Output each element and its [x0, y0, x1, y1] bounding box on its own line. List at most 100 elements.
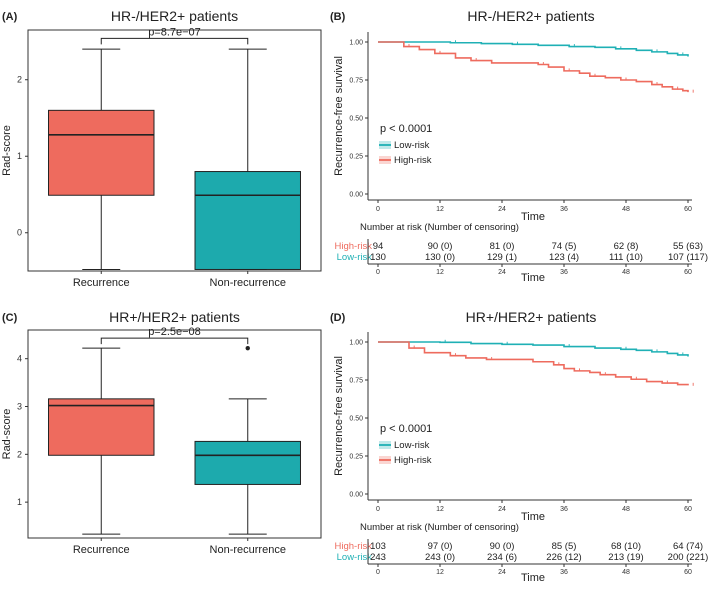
- risk-cell: 64 (74): [673, 541, 703, 552]
- plot-frame: [27, 29, 322, 272]
- risk-cell: 55 (63): [673, 241, 703, 252]
- risk-cell: 129 (1): [487, 252, 517, 263]
- risk-cell: 200 (221): [668, 552, 709, 563]
- p-value-label: p=8.7e−07: [148, 26, 201, 38]
- risk-x-axis-title: Time: [521, 272, 545, 284]
- y-axis-title: Rad-score: [1, 409, 13, 460]
- risk-table-title: Number at risk (Number of censoring): [360, 522, 519, 533]
- y-tick-label: 0.25: [349, 454, 363, 461]
- box-iqr: [48, 109, 155, 196]
- panel-letter: (B): [330, 11, 346, 23]
- x-tick-label: 36: [560, 206, 568, 213]
- legend-label-low-risk: Low-risk: [394, 440, 430, 451]
- risk-cell: 123 (4): [549, 252, 579, 263]
- box-non-recurrence: [194, 48, 301, 270]
- y-tick-label: 0.25: [349, 154, 363, 161]
- chart-title: HR+/HER2+ patients: [109, 309, 240, 325]
- risk-cell: 243 (0): [425, 552, 455, 563]
- risk-cell: 94: [373, 241, 384, 252]
- x-axis-title: Time: [521, 511, 545, 523]
- risk-cell: 97 (0): [428, 541, 453, 552]
- x-tick-label: Recurrence: [73, 277, 130, 289]
- box-iqr: [48, 398, 155, 456]
- legend-label-high-risk: High-risk: [394, 155, 432, 166]
- y-tick-label: 1: [17, 151, 22, 161]
- risk-row-label-high-risk: High-risk: [335, 241, 373, 252]
- y-tick-label: 3: [17, 402, 22, 412]
- y-tick-label: 1.00: [349, 340, 363, 347]
- risk-cell: 130 (0): [425, 252, 455, 263]
- plot-frame: [27, 329, 322, 539]
- p-value-label: p < 0.0001: [380, 423, 432, 435]
- risk-cell: 68 (10): [611, 541, 641, 552]
- outlier-point: [245, 345, 250, 351]
- risk-cell: 85 (5): [552, 541, 577, 552]
- y-tick-label: 2: [17, 449, 22, 459]
- box-iqr: [194, 171, 301, 270]
- risk-x-tick-label: 60: [684, 269, 692, 276]
- x-tick-label: 0: [376, 506, 380, 513]
- risk-x-tick-label: 36: [560, 569, 568, 576]
- chart-title: HR-/HER2+ patients: [467, 8, 594, 24]
- box-panel-A: (A) HR-/HER2+ patients 0 1 2 Rad-score Recurre…: [1, 8, 322, 289]
- legend-label-high-risk: High-risk: [394, 455, 432, 466]
- y-tick-label: 4: [17, 354, 22, 364]
- risk-x-tick-label: 0: [376, 569, 380, 576]
- box-recurrence: [48, 48, 155, 270]
- km-curve-low-risk: [378, 41, 689, 57]
- x-tick-label: 36: [560, 506, 568, 513]
- km-panel-D: (D) HR+/HER2+ patients 0.00 0.25 0.50 0.75 1.0…: [330, 309, 708, 584]
- risk-x-tick-label: 60: [684, 569, 692, 576]
- x-tick-label: 60: [684, 206, 692, 213]
- risk-x-tick-label: 36: [560, 269, 568, 276]
- legend-label-low-risk: Low-risk: [394, 140, 430, 151]
- y-tick-label: 0.50: [349, 116, 363, 123]
- km-curve-low-risk: [378, 341, 689, 357]
- risk-x-tick-label: 0: [376, 269, 380, 276]
- significance-bracket: [100, 337, 249, 345]
- risk-x-tick-label: 24: [498, 269, 506, 276]
- chart-title: HR+/HER2+ patients: [466, 309, 597, 325]
- risk-cell: 226 (12): [546, 552, 581, 563]
- km-curve-high-risk: [378, 41, 689, 93]
- risk-row-label-high-risk: High-risk: [335, 541, 373, 552]
- y-tick-label: 0.75: [349, 378, 363, 385]
- panel-letter: (C): [2, 312, 18, 324]
- box-recurrence: [48, 347, 155, 535]
- p-value-label: p < 0.0001: [380, 123, 432, 135]
- risk-cell: 103: [370, 541, 386, 552]
- y-tick-label: 1.00: [349, 40, 363, 47]
- y-axis-title: Recurrence-free survival: [333, 356, 345, 476]
- risk-x-tick-label: 12: [436, 569, 444, 576]
- x-tick-label: 12: [436, 206, 444, 213]
- km-panel-B: (B) HR-/HER2+ patients 0.00 0.25 0.50 0.75 1.0…: [330, 8, 708, 284]
- x-tick-label: 24: [498, 506, 506, 513]
- risk-cell: 90 (0): [490, 541, 515, 552]
- risk-cell: 130: [370, 252, 386, 263]
- risk-cell: 243: [370, 552, 386, 563]
- risk-x-tick-label: 24: [498, 569, 506, 576]
- risk-cell: 62 (8): [614, 241, 639, 252]
- x-tick-label: Recurrence: [73, 544, 130, 556]
- x-axis-title: Time: [521, 211, 545, 223]
- y-tick-label: 1: [17, 497, 22, 507]
- risk-cell: 213 (19): [608, 552, 643, 563]
- risk-row-label-low-risk: Low-risk: [337, 552, 373, 563]
- y-axis-title: Recurrence-free survival: [333, 56, 345, 176]
- significance-bracket: [100, 37, 249, 45]
- risk-cell: 234 (6): [487, 552, 517, 563]
- risk-cell: 90 (0): [428, 241, 453, 252]
- box-iqr: [194, 440, 301, 485]
- risk-cell: 107 (117): [668, 252, 708, 263]
- x-tick-label: Non-recurrence: [210, 277, 286, 289]
- y-tick-label: 0.75: [349, 78, 363, 85]
- x-tick-label: Non-recurrence: [210, 544, 286, 556]
- risk-cell: 111 (10): [609, 252, 643, 263]
- x-tick-label: 0: [376, 206, 380, 213]
- x-tick-label: 60: [684, 506, 692, 513]
- risk-cell: 74 (5): [552, 241, 577, 252]
- x-tick-label: 24: [498, 206, 506, 213]
- y-tick-label: 0.50: [349, 416, 363, 423]
